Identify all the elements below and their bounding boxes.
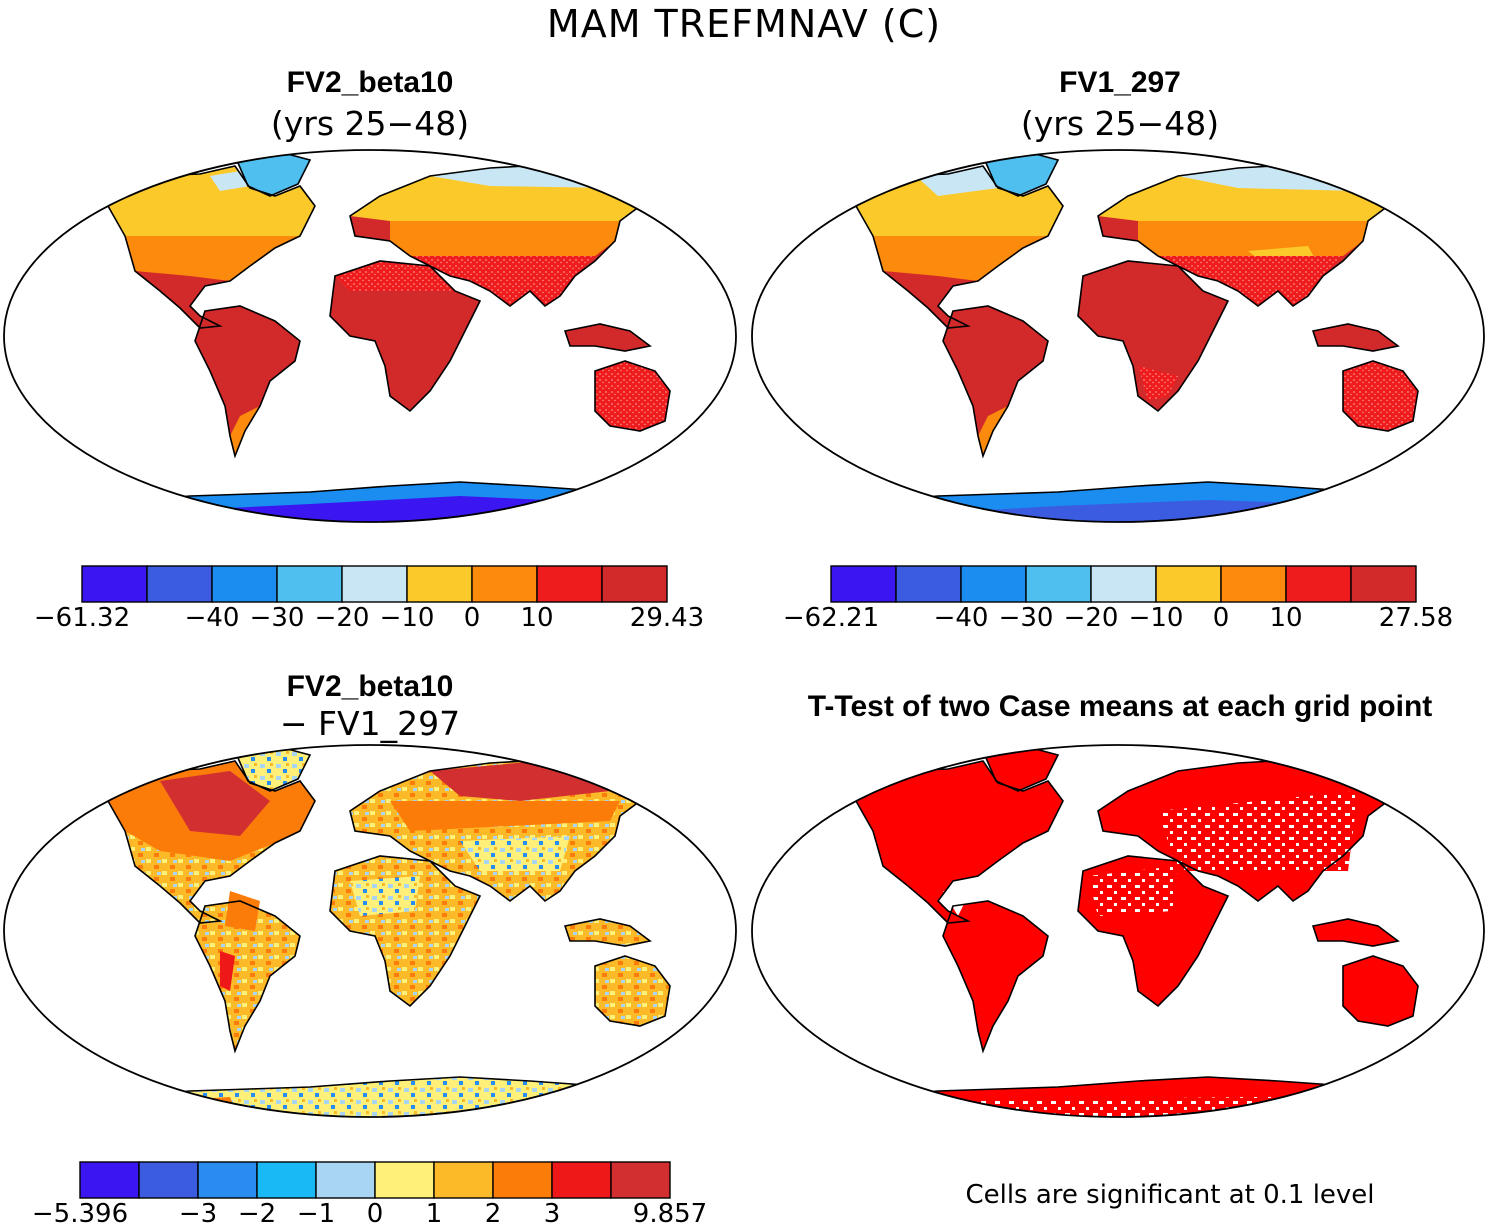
colorbar-tick-label: 3 xyxy=(543,1199,561,1229)
figure-title: MAM TREFMNAV (C) xyxy=(546,2,942,46)
colorbar-swatch xyxy=(81,565,148,603)
colorbar-tick-label: 2 xyxy=(484,1199,502,1229)
colorbar-swatch xyxy=(536,565,603,603)
colorbar-swatch xyxy=(433,1161,494,1199)
colorbar-swatch xyxy=(79,1161,140,1199)
colorbar-tick-label: −20 xyxy=(1063,603,1119,633)
panel-fv2-subtitle: (yrs 25−48) xyxy=(270,104,470,143)
colorbar-swatch xyxy=(551,1161,612,1199)
colorbar-swatch xyxy=(960,565,1027,603)
colorbar-tick-label: −30 xyxy=(998,603,1054,633)
colorbar-swatch xyxy=(146,565,213,603)
colorbar-swatch xyxy=(341,565,408,603)
panel-diff-title: FV2_beta10 xyxy=(286,670,454,703)
colorbar-swatch xyxy=(197,1161,258,1199)
colorbar-swatch xyxy=(256,1161,317,1199)
panel-fv1-subtitle: (yrs 25−48) xyxy=(1020,104,1220,143)
colorbar-tick-label: 0 xyxy=(463,603,481,633)
colorbar-swatch xyxy=(1025,565,1092,603)
colorbar-tick-label: −3 xyxy=(178,1199,218,1229)
colorbar-tick-label: 9.857 xyxy=(632,1199,708,1229)
colorbar-tick-label: 1 xyxy=(425,1199,443,1229)
colorbar-tick-label: 27.58 xyxy=(1378,603,1454,633)
colorbar-tick-label: −1 xyxy=(296,1199,336,1229)
colorbar-swatch xyxy=(374,1161,435,1199)
colorbar-swatch xyxy=(1155,565,1222,603)
colorbar-tick-label: 10 xyxy=(520,603,554,633)
map-panel-diff xyxy=(3,744,737,1118)
colorbar-swatch xyxy=(138,1161,199,1199)
colorbar-diff xyxy=(79,1161,671,1199)
panel-fv2-title: FV2_beta10 xyxy=(286,66,454,99)
colorbar-tick-label: −40 xyxy=(184,603,240,633)
colorbar-tick-label: −10 xyxy=(379,603,435,633)
significance-note: Cells are significant at 0.1 level xyxy=(965,1180,1375,1210)
colorbar-tick-label: −30 xyxy=(249,603,305,633)
colorbar-tick-label: −62.21 xyxy=(782,603,880,633)
colorbar-swatch xyxy=(1090,565,1157,603)
colorbar-fv1 xyxy=(830,565,1417,603)
colorbar-swatch xyxy=(830,565,897,603)
colorbar-swatch xyxy=(1220,565,1287,603)
colorbar-swatch xyxy=(1285,565,1352,603)
colorbar-swatch xyxy=(276,565,343,603)
colorbar-swatch xyxy=(610,1161,671,1199)
panel-fv1-title: FV1_297 xyxy=(1059,66,1181,99)
colorbar-tick-label: −5.396 xyxy=(31,1199,129,1229)
colorbar-tick-label: −2 xyxy=(237,1199,277,1229)
map-panel-ttest xyxy=(751,744,1485,1118)
colorbar-swatch xyxy=(601,565,668,603)
colorbar-tick-label: −61.32 xyxy=(33,603,131,633)
colorbar-tick-label: −40 xyxy=(933,603,989,633)
colorbar-fv2 xyxy=(81,565,668,603)
map-panel-fv2 xyxy=(3,149,737,523)
colorbar-swatch xyxy=(895,565,962,603)
colorbar-swatch xyxy=(492,1161,553,1199)
colorbar-tick-label: −20 xyxy=(314,603,370,633)
colorbar-swatch xyxy=(1350,565,1417,603)
colorbar-swatch xyxy=(406,565,473,603)
panel-diff-subtitle: − FV1_297 xyxy=(279,704,461,743)
colorbar-swatch xyxy=(471,565,538,603)
colorbar-tick-label: 29.43 xyxy=(629,603,705,633)
colorbar-tick-label: 0 xyxy=(366,1199,384,1229)
map-panel-fv1 xyxy=(751,149,1485,523)
colorbar-tick-label: −10 xyxy=(1128,603,1184,633)
panel-ttest-title: T-Test of two Case means at each grid po… xyxy=(807,690,1433,723)
colorbar-tick-label: 0 xyxy=(1212,603,1230,633)
colorbar-swatch xyxy=(315,1161,376,1199)
colorbar-tick-label: 10 xyxy=(1269,603,1303,633)
colorbar-swatch xyxy=(211,565,278,603)
